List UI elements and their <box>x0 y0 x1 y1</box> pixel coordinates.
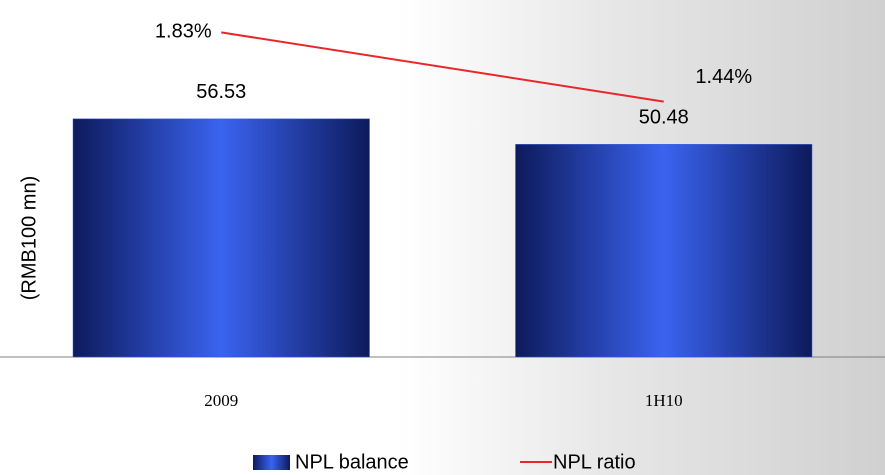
legend-label: NPL balance <box>295 451 409 473</box>
legend: NPL balance NPL ratio <box>253 451 636 473</box>
data-label: 1.44% <box>695 66 752 88</box>
line <box>221 31 664 103</box>
data-label: 1.83% <box>155 21 212 43</box>
bar <box>72 118 370 358</box>
x-tick-label: 1H10 <box>645 391 683 410</box>
legend-label: NPL ratio <box>553 451 636 473</box>
x-tick-label: 2009 <box>204 391 238 410</box>
legend-swatch <box>253 455 290 470</box>
bar <box>515 144 813 358</box>
y-axis-label: (RMB100 mn) <box>18 176 40 300</box>
data-label: 56.53 <box>196 81 246 103</box>
data-label: 50.48 <box>639 107 689 129</box>
